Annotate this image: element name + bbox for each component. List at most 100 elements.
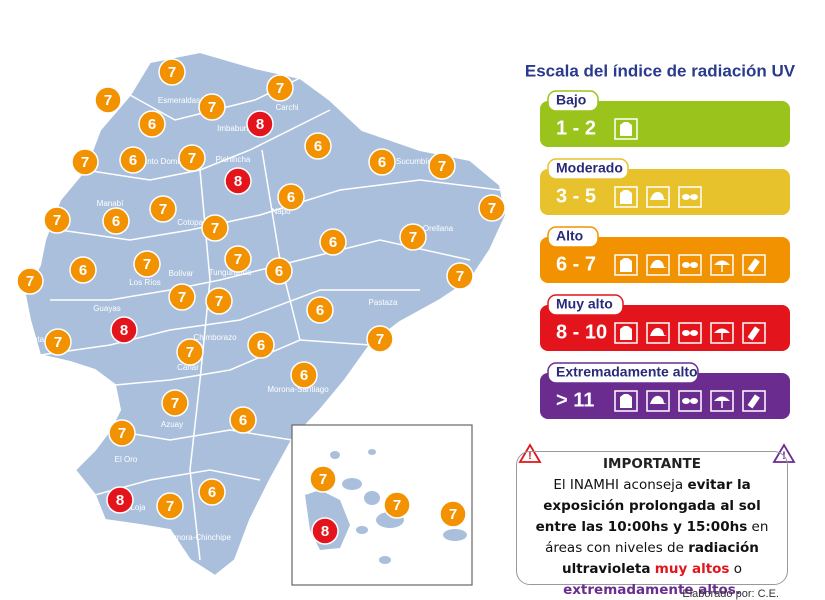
uv-marker xyxy=(224,167,252,195)
uv-value: 7 xyxy=(376,331,384,348)
uv-value: 6 xyxy=(129,152,137,169)
province-label: Cañar xyxy=(177,363,199,372)
uv-marker xyxy=(106,486,134,514)
uv-marker xyxy=(311,517,339,545)
icon-cap xyxy=(650,395,667,404)
uv-marker xyxy=(205,287,233,315)
level-name: Extremadamente alto xyxy=(556,364,698,380)
uv-value: 7 xyxy=(393,497,401,514)
province-label: Pichincha xyxy=(216,155,251,164)
icon-shirt xyxy=(620,122,632,136)
province-label: Tungurahua xyxy=(209,268,252,277)
uv-marker xyxy=(108,419,136,447)
province-label: Zamora-Chinchipe xyxy=(165,533,231,542)
uv-value: 6 xyxy=(112,213,120,230)
icon-umbrella xyxy=(714,328,730,333)
protection-icon xyxy=(678,254,702,276)
uv-marker xyxy=(133,250,161,278)
province-label: Azuay xyxy=(161,420,183,429)
uv-marker xyxy=(439,500,467,528)
level-box xyxy=(540,237,790,283)
notice-part: El INAMHI aconseja xyxy=(553,477,688,493)
uv-marker xyxy=(16,267,44,295)
icon-glasses xyxy=(682,330,690,336)
notice-text: El INAMHI aconseja evitar la exposición … xyxy=(536,477,769,598)
uv-value: 6 xyxy=(257,337,265,354)
uv-marker xyxy=(119,146,147,174)
uv-marker xyxy=(158,58,186,86)
uv-value: 7 xyxy=(26,273,34,290)
uv-marker xyxy=(198,478,226,506)
uv-marker xyxy=(428,152,456,180)
uv-value: 6 xyxy=(79,262,87,279)
icon-sunscreen xyxy=(747,326,760,341)
notice-title: IMPORTANTE xyxy=(603,456,701,472)
level-name: Muy alto xyxy=(556,296,613,312)
uv-marker xyxy=(138,110,166,138)
level-box xyxy=(540,169,790,215)
uv-value: 7 xyxy=(234,251,242,268)
level-box xyxy=(540,101,790,147)
notice-part: extremadamente altos. xyxy=(563,582,741,598)
uv-value: 7 xyxy=(456,268,464,285)
uv-marker xyxy=(102,207,130,235)
uv-value: 8 xyxy=(116,492,124,509)
uv-value: 8 xyxy=(120,322,128,339)
uv-marker xyxy=(176,338,204,366)
level-box xyxy=(540,305,790,351)
uv-marker xyxy=(306,296,334,324)
uv-marker xyxy=(224,245,252,273)
protection-icon xyxy=(710,254,734,276)
protection-icon xyxy=(646,390,670,412)
icon-sunscreen xyxy=(747,258,760,273)
protection-icon xyxy=(678,186,702,208)
uv-value: 7 xyxy=(54,334,62,351)
uv-value: 7 xyxy=(81,154,89,171)
uv-marker xyxy=(366,325,394,353)
province-label: Pastaza xyxy=(369,298,398,307)
level-tab xyxy=(547,158,629,180)
uv-marker xyxy=(265,257,293,285)
uv-value: 7 xyxy=(215,293,223,310)
uv-value: 6 xyxy=(275,263,283,280)
protection-icon xyxy=(710,390,734,412)
uv-value: 7 xyxy=(159,201,167,218)
uv-marker xyxy=(383,491,411,519)
uv-marker xyxy=(229,406,257,434)
uv-value: 6 xyxy=(378,154,386,171)
notice-part: o xyxy=(729,561,743,577)
uv-marker xyxy=(290,361,318,389)
uv-value: 6 xyxy=(287,189,295,206)
notice-box: IMPORTANTE El INAMHI aconseja evitar la e… xyxy=(516,451,788,598)
uv-value: 7 xyxy=(319,471,327,488)
icon-glasses xyxy=(690,194,698,200)
uv-marker xyxy=(168,283,196,311)
uv-value: 7 xyxy=(178,289,186,306)
uv-marker xyxy=(309,465,337,493)
icon-sunscreen xyxy=(747,394,760,409)
icon-glasses xyxy=(682,194,690,200)
icon-umbrella xyxy=(714,260,730,265)
level-box xyxy=(540,373,790,419)
icon-cap xyxy=(650,191,667,200)
uv-marker xyxy=(110,316,138,344)
uv-value: 7 xyxy=(211,220,219,237)
protection-icon xyxy=(646,322,670,344)
province-label: Los Ríos xyxy=(129,278,161,287)
protection-icon xyxy=(646,186,670,208)
protection-icon xyxy=(614,322,638,344)
uv-value: 8 xyxy=(256,116,264,133)
uv-value: 6 xyxy=(329,234,337,251)
uv-marker xyxy=(71,148,99,176)
icon-glasses xyxy=(682,398,690,404)
province-label: Carchi xyxy=(275,103,298,112)
uv-value: 7 xyxy=(276,80,284,97)
uv-value: 7 xyxy=(104,92,112,109)
province-label: Esmeraldas xyxy=(158,96,200,105)
notice-part: en áreas con niveles de xyxy=(545,519,769,556)
protection-icon xyxy=(614,254,638,276)
protection-icon xyxy=(742,322,766,344)
uv-marker xyxy=(156,492,184,520)
uv-marker xyxy=(69,256,97,284)
icon-cap xyxy=(650,259,667,268)
